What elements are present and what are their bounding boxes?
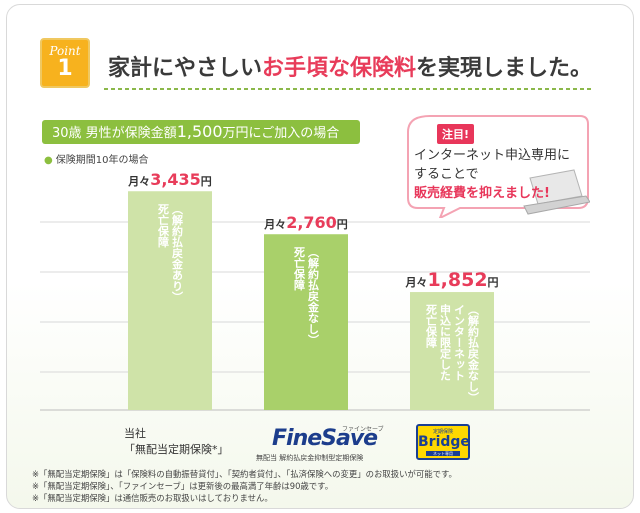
laptop-icon	[523, 169, 590, 215]
bullet-icon: ●	[44, 155, 53, 166]
bridge-top: 定期保険	[432, 429, 453, 435]
point-label: Point	[49, 44, 81, 58]
callout-line2: することで	[414, 167, 479, 182]
callout-line1: インターネット申込専用に	[414, 148, 571, 163]
condition-amount: 1,500	[176, 122, 223, 141]
footnote-2: ※「無配当定期保険」、「ファインセーブ」は更新後の最高満了年齢は90歳です。	[32, 481, 334, 491]
bar-1	[264, 234, 348, 410]
bar-caption-0-1: 死亡保障	[157, 203, 171, 248]
finesave-kana: ファインセーブ	[342, 426, 384, 433]
bar-2	[410, 292, 494, 410]
page-title: 家計にやさしいお手頃な保険料を実現しました。	[108, 50, 592, 82]
bar-caption-0-0: （解約払戻金あり）	[171, 203, 185, 302]
bar-caption-1-0: （解約払戻金なし）	[307, 246, 321, 345]
bar-caption-2-0: （解約払戻金なし）	[467, 304, 481, 403]
footnotes: ※「無配当定期保険」は「保険料の自動振替貸付」、「契約者貸付」、「払済保険への変…	[32, 468, 457, 504]
condition-post: 万円にご加入の場合	[222, 126, 340, 141]
finesave-caption: 無配当 解約払戻金抑制型定期保険	[256, 454, 364, 462]
headline-divider	[104, 88, 594, 90]
headline-pre: 家計にやさしい	[108, 56, 263, 81]
condition-banner: 30歳 男性が保険金額1,500万円にご加入の場合	[42, 120, 360, 144]
point-number: 1	[57, 56, 73, 81]
condition-pre: 30歳 男性が保険金額	[52, 126, 177, 141]
finesave-logo: FineSave	[272, 426, 378, 451]
headline-post: を実現しました。	[416, 56, 593, 81]
period-note: ● 保険期間10年の場合	[44, 151, 148, 166]
footnote-1: ※「無配当定期保険」は「保険料の自動振替貸付」、「契約者貸付」、「払済保険への変…	[32, 469, 457, 479]
bridge-logo: 定期保険 Bridge ネット専用	[416, 424, 470, 460]
callout-text: インターネット申込専用に することで 販売経費を抑えました!	[414, 146, 570, 203]
bar-0	[128, 191, 212, 410]
chart-bars	[128, 191, 494, 410]
own-product-label: 当社 「無配当定期保険*」	[124, 425, 229, 457]
bar-caption-2-3: 死亡保障	[425, 304, 439, 349]
point-badge: Point 1	[40, 38, 90, 88]
value-label-0: 月々3,435円	[127, 170, 212, 189]
value-label-2: 月々1,852円	[404, 269, 498, 291]
footnote-3: ※「無配当定期保険」は通信販売のお取扱いはしておりません。	[32, 493, 273, 503]
bridge-bottom: ネット専用	[426, 451, 460, 456]
value-label-1: 月々2,760円	[263, 213, 348, 232]
bar-caption-2-2: 申込に限定した	[439, 303, 452, 381]
headline-highlight: お手頃な保険料	[262, 56, 417, 81]
bridge-main: Bridge	[418, 434, 470, 450]
period-note-text: 保険期間10年の場合	[55, 155, 149, 166]
callout-tag: 注目!	[437, 124, 475, 144]
own-product-line2: 「無配当定期保険*」	[124, 443, 229, 456]
bar-caption-2-1: インターネット	[453, 304, 466, 381]
callout-line3: 販売経費を抑えました!	[414, 186, 550, 201]
bar-caption-1-1: 死亡保障	[293, 246, 307, 291]
own-product-line1: 当社	[124, 427, 146, 440]
chart-labels: 月々3,435円（解約払戻金あり）死亡保障 月々2,760円（解約払戻金なし）死亡…	[127, 170, 498, 403]
